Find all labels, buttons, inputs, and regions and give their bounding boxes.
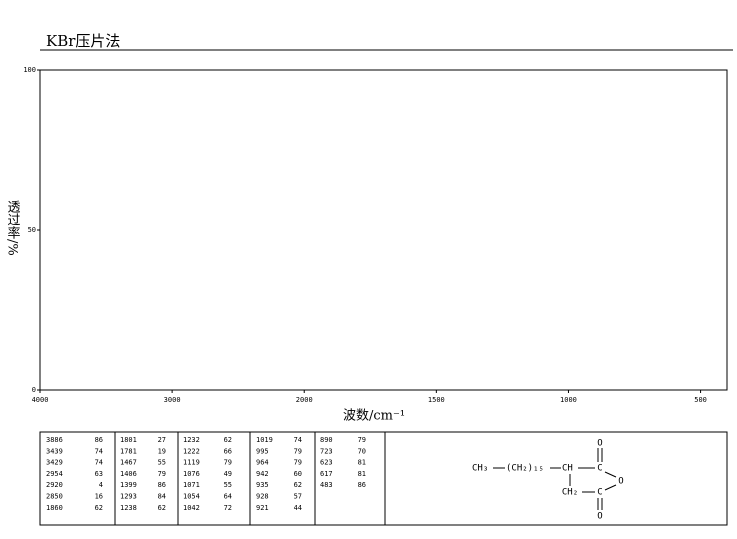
table-frame [39, 431, 728, 526]
peak-wavenumber: 1076 [183, 470, 200, 478]
peak-wavenumber: 2920 [46, 481, 63, 489]
peak-wavenumber: 935 [256, 481, 269, 489]
plot-frame [39, 69, 728, 391]
peak-wavenumber: 928 [256, 493, 269, 501]
peak-wavenumber: 723 [320, 447, 333, 455]
peak-wavenumber: 1467 [120, 459, 137, 467]
peak-transmittance: 86 [358, 481, 366, 489]
peak-wavenumber: 483 [320, 481, 333, 489]
peak-transmittance: 70 [358, 447, 366, 455]
bond [604, 484, 617, 491]
peak-wavenumber: 1222 [183, 447, 200, 455]
atom: (CH₂)₁₅ [506, 464, 544, 474]
peak-wavenumber: 1293 [120, 493, 137, 501]
peak-transmittance: 57 [294, 493, 302, 501]
y-tick-label: 50 [28, 226, 36, 234]
peak-wavenumber: 1119 [183, 459, 200, 467]
peak-wavenumber: 617 [320, 470, 333, 478]
peak-transmittance: 4 [99, 481, 103, 489]
peak-wavenumber: 1019 [256, 436, 273, 444]
y-tick-label: 0 [32, 386, 36, 394]
bond [604, 471, 617, 478]
atom: O [597, 439, 602, 449]
peak-transmittance: 74 [95, 447, 103, 455]
y-axis-label: 透过率/% [5, 200, 21, 256]
peak-transmittance: 55 [158, 459, 166, 467]
x-tick-label: 1000 [560, 396, 577, 404]
peak-wavenumber: 1054 [183, 493, 200, 501]
peak-transmittance: 44 [294, 504, 302, 512]
peak-transmittance: 62 [224, 436, 232, 444]
peak-wavenumber: 921 [256, 504, 269, 512]
peak-wavenumber: 1232 [183, 436, 200, 444]
atom: CH [562, 464, 573, 474]
peak-wavenumber: 2954 [46, 470, 63, 478]
peak-transmittance: 62 [294, 481, 302, 489]
peak-transmittance: 49 [224, 470, 232, 478]
peak-transmittance: 74 [95, 459, 103, 467]
x-tick-label: 1500 [428, 396, 445, 404]
peak-transmittance: 27 [158, 436, 166, 444]
peak-transmittance: 66 [224, 447, 232, 455]
peak-wavenumber: 890 [320, 436, 333, 444]
peak-transmittance: 81 [358, 459, 366, 467]
peak-transmittance: 81 [358, 470, 366, 478]
peak-transmittance: 79 [158, 470, 166, 478]
atom: C [597, 488, 602, 498]
peak-wavenumber: 1406 [120, 470, 137, 478]
x-axis-label: 波数/cm⁻¹ [343, 409, 405, 424]
peak-wavenumber: 3886 [46, 436, 63, 444]
peak-transmittance: 63 [95, 470, 103, 478]
peak-transmittance: 79 [224, 459, 232, 467]
peak-wavenumber: 3429 [46, 459, 63, 467]
peak-wavenumber: 1781 [120, 447, 137, 455]
peak-transmittance: 86 [95, 436, 103, 444]
peak-transmittance: 79 [294, 459, 302, 467]
peak-wavenumber: 2850 [46, 493, 63, 501]
peak-transmittance: 72 [224, 504, 232, 512]
atom: C [597, 464, 602, 474]
peak-wavenumber: 964 [256, 459, 269, 467]
x-tick-label: 3000 [164, 396, 181, 404]
atom: O [618, 477, 623, 487]
atom: CH₂ [562, 488, 578, 498]
x-tick-label: 500 [694, 396, 707, 404]
structure: CH₃ (CH₂)₁₅ CH C O O CH₂ C O [472, 439, 624, 522]
peak-wavenumber: 3439 [46, 447, 63, 455]
peak-transmittance: 74 [294, 436, 302, 444]
atom: O [597, 512, 602, 522]
peak-wavenumber: 1071 [183, 481, 200, 489]
peak-wavenumber: 942 [256, 470, 269, 478]
y-tick-label: 100 [23, 66, 36, 74]
peak-transmittance: 19 [158, 447, 166, 455]
peak-transmittance: 86 [158, 481, 166, 489]
peak-transmittance: 79 [358, 436, 366, 444]
peak-wavenumber: 1860 [46, 504, 63, 512]
peak-wavenumber: 1801 [120, 436, 137, 444]
peak-transmittance: 64 [224, 493, 232, 501]
peak-transmittance: 60 [294, 470, 302, 478]
peak-transmittance: 16 [95, 493, 103, 501]
peak-wavenumber: 623 [320, 459, 333, 467]
peak-transmittance: 84 [158, 493, 166, 501]
peak-transmittance: 55 [224, 481, 232, 489]
peak-wavenumber: 1238 [120, 504, 137, 512]
x-tick-label: 2000 [296, 396, 313, 404]
chart-title: KBr压片法 [46, 32, 120, 50]
peak-wavenumber: 1042 [183, 504, 200, 512]
peak-transmittance: 62 [158, 504, 166, 512]
x-tick-label: 4000 [32, 396, 49, 404]
peak-wavenumber: 995 [256, 447, 269, 455]
peak-transmittance: 79 [294, 447, 302, 455]
atom: CH₃ [472, 464, 488, 474]
peak-transmittance: 62 [95, 504, 103, 512]
peak-wavenumber: 1399 [120, 481, 137, 489]
